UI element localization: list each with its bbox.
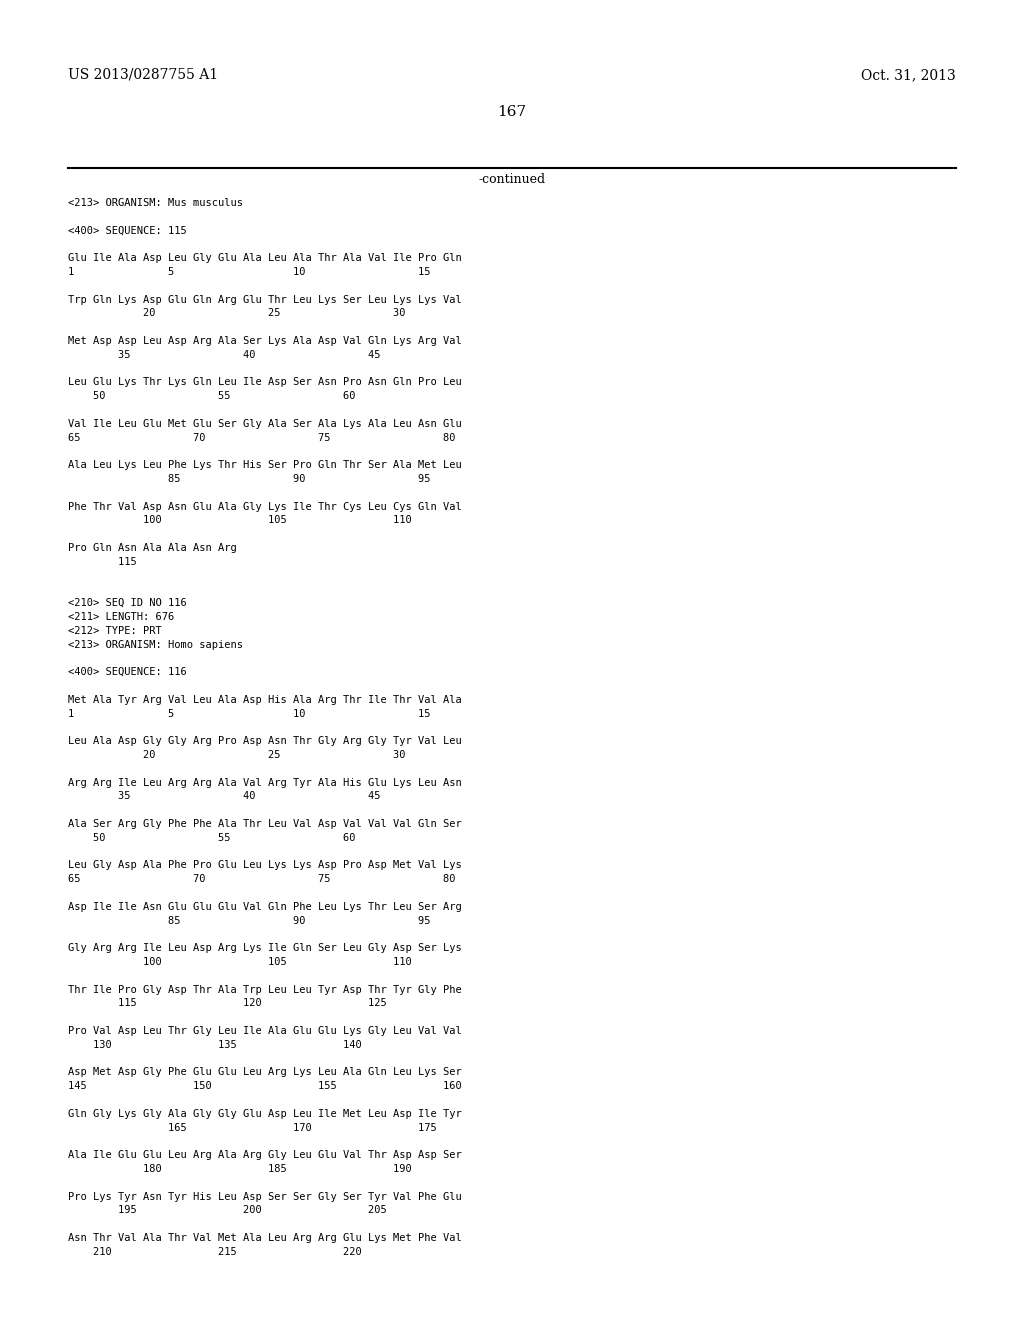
Text: 85                  90                  95: 85 90 95 [68, 474, 430, 484]
Text: Ala Ile Glu Glu Leu Arg Ala Arg Gly Leu Glu Val Thr Asp Asp Ser: Ala Ile Glu Glu Leu Arg Ala Arg Gly Leu … [68, 1150, 462, 1160]
Text: 20                  25                  30: 20 25 30 [68, 309, 406, 318]
Text: 145                 150                 155                 160: 145 150 155 160 [68, 1081, 462, 1092]
Text: Leu Glu Lys Thr Lys Gln Leu Ile Asp Ser Asn Pro Asn Gln Pro Leu: Leu Glu Lys Thr Lys Gln Leu Ile Asp Ser … [68, 378, 462, 387]
Text: 1               5                   10                  15: 1 5 10 15 [68, 709, 430, 718]
Text: 167: 167 [498, 106, 526, 119]
Text: 210                 215                 220: 210 215 220 [68, 1247, 361, 1257]
Text: Asp Met Asp Gly Phe Glu Glu Leu Arg Lys Leu Ala Gln Leu Lys Ser: Asp Met Asp Gly Phe Glu Glu Leu Arg Lys … [68, 1068, 462, 1077]
Text: Asn Thr Val Ala Thr Val Met Ala Leu Arg Arg Glu Lys Met Phe Val: Asn Thr Val Ala Thr Val Met Ala Leu Arg … [68, 1233, 462, 1243]
Text: Ala Leu Lys Leu Phe Lys Thr His Ser Pro Gln Thr Ser Ala Met Leu: Ala Leu Lys Leu Phe Lys Thr His Ser Pro … [68, 461, 462, 470]
Text: Ala Ser Arg Gly Phe Phe Ala Thr Leu Val Asp Val Val Val Gln Ser: Ala Ser Arg Gly Phe Phe Ala Thr Leu Val … [68, 818, 462, 829]
Text: Trp Gln Lys Asp Glu Gln Arg Glu Thr Leu Lys Ser Leu Lys Lys Val: Trp Gln Lys Asp Glu Gln Arg Glu Thr Leu … [68, 294, 462, 305]
Text: 50                  55                  60: 50 55 60 [68, 833, 355, 842]
Text: 65                  70                  75                  80: 65 70 75 80 [68, 874, 456, 884]
Text: Asp Ile Ile Asn Glu Glu Glu Val Gln Phe Leu Lys Thr Leu Ser Arg: Asp Ile Ile Asn Glu Glu Glu Val Gln Phe … [68, 902, 462, 912]
Text: 100                 105                 110: 100 105 110 [68, 515, 412, 525]
Text: 115: 115 [68, 557, 137, 566]
Text: 20                  25                  30: 20 25 30 [68, 750, 406, 760]
Text: 35                  40                  45: 35 40 45 [68, 350, 381, 360]
Text: Thr Ile Pro Gly Asp Thr Ala Trp Leu Leu Tyr Asp Thr Tyr Gly Phe: Thr Ile Pro Gly Asp Thr Ala Trp Leu Leu … [68, 985, 462, 994]
Text: US 2013/0287755 A1: US 2013/0287755 A1 [68, 69, 218, 82]
Text: 180                 185                 190: 180 185 190 [68, 1164, 412, 1173]
Text: Leu Gly Asp Ala Phe Pro Glu Leu Lys Lys Asp Pro Asp Met Val Lys: Leu Gly Asp Ala Phe Pro Glu Leu Lys Lys … [68, 861, 462, 870]
Text: <212> TYPE: PRT: <212> TYPE: PRT [68, 626, 162, 636]
Text: 100                 105                 110: 100 105 110 [68, 957, 412, 968]
Text: 35                  40                  45: 35 40 45 [68, 792, 381, 801]
Text: Gly Arg Arg Ile Leu Asp Arg Lys Ile Gln Ser Leu Gly Asp Ser Lys: Gly Arg Arg Ile Leu Asp Arg Lys Ile Gln … [68, 944, 462, 953]
Text: <211> LENGTH: 676: <211> LENGTH: 676 [68, 612, 174, 622]
Text: 50                  55                  60: 50 55 60 [68, 391, 355, 401]
Text: Met Asp Asp Leu Asp Arg Ala Ser Lys Ala Asp Val Gln Lys Arg Val: Met Asp Asp Leu Asp Arg Ala Ser Lys Ala … [68, 337, 462, 346]
Text: <213> ORGANISM: Mus musculus: <213> ORGANISM: Mus musculus [68, 198, 243, 209]
Text: <213> ORGANISM: Homo sapiens: <213> ORGANISM: Homo sapiens [68, 640, 243, 649]
Text: <210> SEQ ID NO 116: <210> SEQ ID NO 116 [68, 598, 186, 609]
Text: <400> SEQUENCE: 115: <400> SEQUENCE: 115 [68, 226, 186, 235]
Text: Pro Val Asp Leu Thr Gly Leu Ile Ala Glu Glu Lys Gly Leu Val Val: Pro Val Asp Leu Thr Gly Leu Ile Ala Glu … [68, 1026, 462, 1036]
Text: <400> SEQUENCE: 116: <400> SEQUENCE: 116 [68, 667, 186, 677]
Text: Glu Ile Ala Asp Leu Gly Glu Ala Leu Ala Thr Ala Val Ile Pro Gln: Glu Ile Ala Asp Leu Gly Glu Ala Leu Ala … [68, 253, 462, 263]
Text: Pro Lys Tyr Asn Tyr His Leu Asp Ser Ser Gly Ser Tyr Val Phe Glu: Pro Lys Tyr Asn Tyr His Leu Asp Ser Ser … [68, 1192, 462, 1201]
Text: 165                 170                 175: 165 170 175 [68, 1122, 437, 1133]
Text: Met Ala Tyr Arg Val Leu Ala Asp His Ala Arg Thr Ile Thr Val Ala: Met Ala Tyr Arg Val Leu Ala Asp His Ala … [68, 694, 462, 705]
Text: Leu Ala Asp Gly Gly Arg Pro Asp Asn Thr Gly Arg Gly Tyr Val Leu: Leu Ala Asp Gly Gly Arg Pro Asp Asn Thr … [68, 737, 462, 746]
Text: 1               5                   10                  15: 1 5 10 15 [68, 267, 430, 277]
Text: Val Ile Leu Glu Met Glu Ser Gly Ala Ser Ala Lys Ala Leu Asn Glu: Val Ile Leu Glu Met Glu Ser Gly Ala Ser … [68, 418, 462, 429]
Text: Gln Gly Lys Gly Ala Gly Gly Glu Asp Leu Ile Met Leu Asp Ile Tyr: Gln Gly Lys Gly Ala Gly Gly Glu Asp Leu … [68, 1109, 462, 1119]
Text: 130                 135                 140: 130 135 140 [68, 1040, 361, 1049]
Text: Pro Gln Asn Ala Ala Asn Arg: Pro Gln Asn Ala Ala Asn Arg [68, 543, 237, 553]
Text: 195                 200                 205: 195 200 205 [68, 1205, 387, 1216]
Text: Phe Thr Val Asp Asn Glu Ala Gly Lys Ile Thr Cys Leu Cys Gln Val: Phe Thr Val Asp Asn Glu Ala Gly Lys Ile … [68, 502, 462, 512]
Text: 115                 120                 125: 115 120 125 [68, 998, 387, 1008]
Text: 65                  70                  75                  80: 65 70 75 80 [68, 433, 456, 442]
Text: 85                  90                  95: 85 90 95 [68, 916, 430, 925]
Text: -continued: -continued [478, 173, 546, 186]
Text: Arg Arg Ile Leu Arg Arg Ala Val Arg Tyr Ala His Glu Lys Leu Asn: Arg Arg Ile Leu Arg Arg Ala Val Arg Tyr … [68, 777, 462, 788]
Text: Oct. 31, 2013: Oct. 31, 2013 [861, 69, 956, 82]
